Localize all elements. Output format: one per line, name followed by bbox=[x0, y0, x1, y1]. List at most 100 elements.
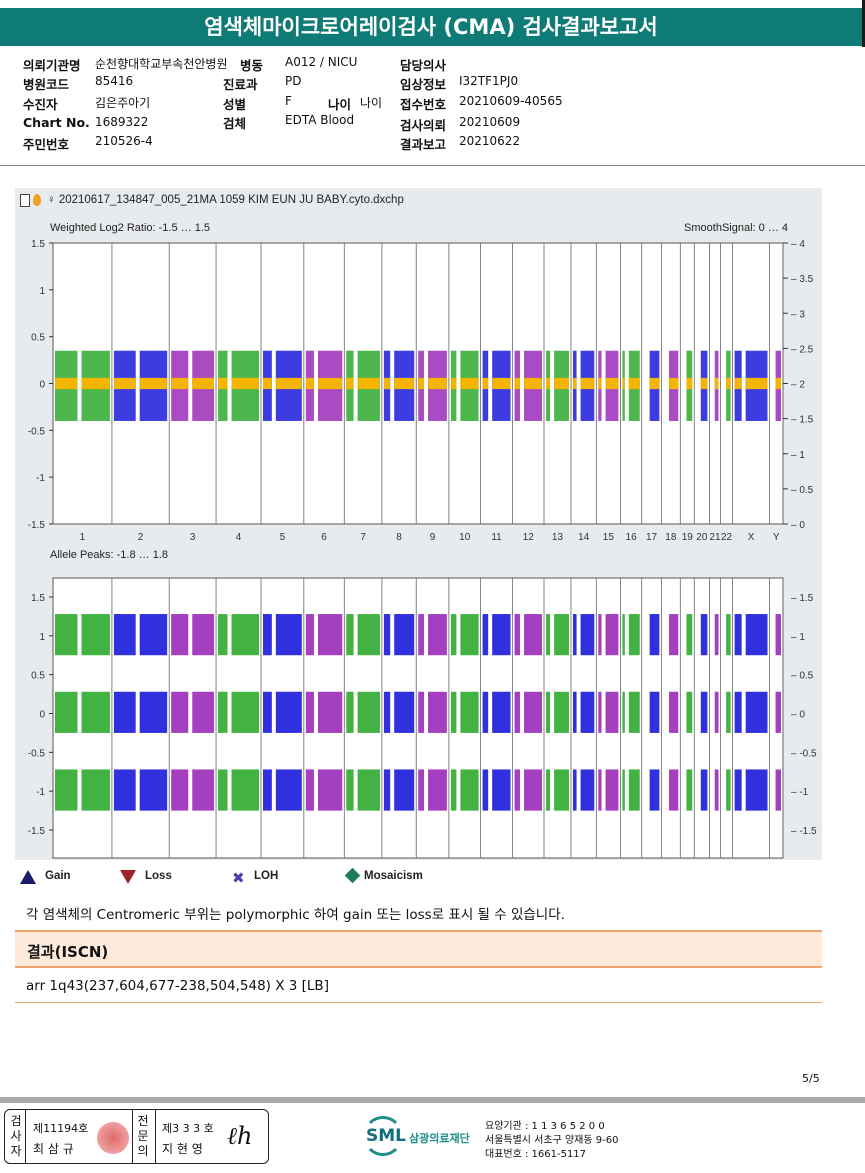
legend-loh: LOH bbox=[254, 870, 279, 882]
age: 나이 bbox=[360, 96, 383, 110]
chromosome-label-2: 2 bbox=[138, 532, 144, 543]
allele-peak-0-chr13 bbox=[554, 691, 569, 733]
allele-peak--1-chr22 bbox=[726, 769, 731, 811]
smooth-signal-chr3 bbox=[171, 377, 189, 390]
top-plot-right-title: SmoothSignal: 0 … 4 bbox=[684, 222, 788, 234]
cma-plot: 1 2 3 4 5 6 7 8 9 10 11 12 13 14 15 16 17 18 19 20 21 22 X Y1.5… bbox=[28, 239, 817, 859]
allele-peak-0-chr6 bbox=[305, 691, 314, 733]
chromosome-label-18: 18 bbox=[665, 532, 677, 543]
loh-x-icon: ✖ bbox=[232, 869, 245, 887]
centromere-note: 각 염색체의 Centromeric 부위는 polymorphic 하여 ga… bbox=[26, 907, 565, 923]
examiner-number: 제11194호 bbox=[33, 1122, 89, 1135]
sml-logo: SML bbox=[366, 1126, 406, 1146]
id-label: 주민번호 bbox=[23, 137, 70, 152]
smooth-signal-chr9 bbox=[428, 377, 447, 390]
smooth-signal-chr12 bbox=[523, 377, 543, 390]
smooth-signal-chr16 bbox=[622, 377, 625, 390]
top-y2-tick-label: – 4 bbox=[791, 239, 805, 250]
allele-peak--1-chr21 bbox=[714, 769, 719, 811]
allele-peak--1-chr8 bbox=[383, 769, 391, 811]
allele-peak--1-chr6 bbox=[305, 769, 314, 811]
request-date: 20210609 bbox=[459, 115, 521, 129]
chromosome-label-1: 1 bbox=[80, 532, 86, 543]
allele-peak-0-chr17 bbox=[649, 691, 660, 733]
receipt: 20210609-40565 bbox=[459, 94, 563, 108]
allele-peak-1-chr13 bbox=[546, 614, 551, 656]
chromosome-label-16: 16 bbox=[626, 532, 638, 543]
top-y2-tick-label: – 3 bbox=[791, 309, 805, 320]
top-y2-tick-label: – 3.5 bbox=[791, 274, 814, 285]
sex-label: 성별 bbox=[223, 97, 247, 112]
top-y-tick-label: -0.5 bbox=[28, 426, 46, 437]
allele-peak-1-chrX bbox=[745, 614, 768, 656]
cma-plot-panel: ♀ 20210617_134847_005_21MA 1059 KIM EUN … bbox=[15, 188, 822, 860]
specialist-name: 지 현 영 bbox=[162, 1142, 203, 1156]
chromosome-label-21: 21 bbox=[709, 532, 721, 543]
allele-peak--1-chrY bbox=[775, 769, 781, 811]
allele-peak--1-chrX bbox=[734, 769, 742, 811]
allele-peak-0-chr3 bbox=[192, 691, 215, 733]
patient: 김은주아기 bbox=[95, 96, 151, 110]
report-title: 염색체마이크로어레이검사 (CMA) 검사결과보고서 bbox=[0, 8, 862, 46]
bottom-y-tick-label: 0 bbox=[39, 710, 45, 721]
chromosome-label-7: 7 bbox=[360, 532, 366, 543]
smooth-signal-chr8 bbox=[383, 377, 391, 390]
allele-peak-0-chr5 bbox=[275, 691, 302, 733]
allele-peak-0-chr21 bbox=[714, 691, 719, 733]
allele-peak-0-chr16 bbox=[628, 691, 640, 733]
dept: PD bbox=[285, 74, 302, 88]
smooth-signal-chr13 bbox=[546, 377, 551, 390]
smooth-signal-chr1 bbox=[81, 377, 110, 390]
allele-peak-1-chr9 bbox=[418, 614, 425, 656]
allele-peak--1-chr10 bbox=[450, 769, 457, 811]
top-y2-tick-label: – 0 bbox=[791, 520, 805, 531]
smooth-signal-chr14 bbox=[572, 377, 577, 390]
allele-peak-1-chr1 bbox=[55, 614, 78, 656]
bottom-y-tick-label: -1.5 bbox=[28, 826, 46, 837]
bottom-y2-tick-label: – -1.5 bbox=[791, 826, 817, 837]
smooth-signal-chr21 bbox=[714, 377, 719, 390]
top-y-tick-label: 1.5 bbox=[31, 239, 45, 250]
smooth-signal-chr11 bbox=[492, 377, 511, 390]
allele-peak-0-chrX bbox=[745, 691, 768, 733]
legend-mosaicism: Mosaicism bbox=[364, 870, 423, 882]
allele-peak--1-chr20 bbox=[700, 769, 708, 811]
smooth-signal-chrY bbox=[775, 377, 781, 390]
allele-peak--1-chr13 bbox=[554, 769, 569, 811]
hospital-code-label: 병원코드 bbox=[23, 77, 70, 92]
allele-peak-1-chr7 bbox=[346, 614, 354, 656]
top-y-tick-label: 0.5 bbox=[31, 333, 45, 344]
smooth-signal-chr6 bbox=[317, 377, 343, 390]
chromosome-label-12: 12 bbox=[523, 532, 535, 543]
chromosome-label-6: 6 bbox=[321, 532, 327, 543]
top-y2-tick-label: – 2 bbox=[791, 380, 805, 391]
institution-label: 의뢰기관명 bbox=[23, 58, 81, 73]
allele-peak-0-chr20 bbox=[700, 691, 708, 733]
allele-peak-0-chr11 bbox=[492, 691, 511, 733]
smooth-signal-chr10 bbox=[460, 377, 479, 390]
bottom-y-tick-label: 1 bbox=[39, 632, 45, 643]
marker-icon bbox=[33, 194, 41, 206]
bottom-y-tick-label: -0.5 bbox=[28, 748, 46, 759]
allele-peak-1-chr10 bbox=[460, 614, 479, 656]
ward-label: 병동 bbox=[240, 58, 264, 73]
allele-peak--1-chr8 bbox=[394, 769, 415, 811]
allele-peak-1-chrX bbox=[734, 614, 742, 656]
allele-peak-0-chr2 bbox=[113, 691, 136, 733]
allele-peak-1-chr6 bbox=[305, 614, 314, 656]
smooth-signal-chr15 bbox=[598, 377, 602, 390]
allele-peak--1-chr4 bbox=[218, 769, 228, 811]
chromosome-label-15: 15 bbox=[603, 532, 615, 543]
smooth-signal-chr5 bbox=[262, 377, 272, 390]
allele-peak-0-chr3 bbox=[171, 691, 189, 733]
allele-peak--1-chr3 bbox=[192, 769, 215, 811]
phone: 대표번호 : 1661-5117 bbox=[485, 1149, 587, 1160]
allele-peak--1-chr10 bbox=[460, 769, 479, 811]
bottom-y-tick-label: 0.5 bbox=[31, 671, 45, 682]
allele-peak-1-chr4 bbox=[218, 614, 228, 656]
top-y-tick-label: 0 bbox=[39, 380, 45, 391]
loss-triangle-icon bbox=[120, 870, 136, 884]
top-y2-tick-label: – 1.5 bbox=[791, 415, 814, 426]
allele-peak--1-chr16 bbox=[628, 769, 640, 811]
chart-no: 1689322 bbox=[95, 115, 149, 129]
